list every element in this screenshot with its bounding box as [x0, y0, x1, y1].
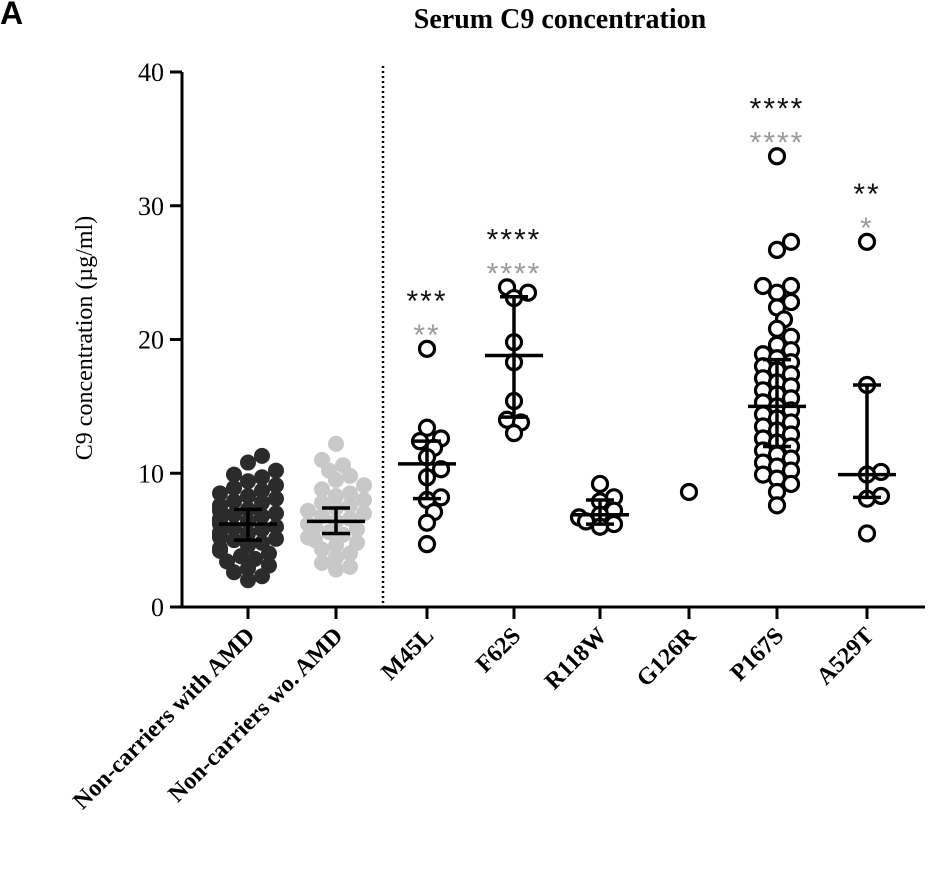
- data-point: [356, 492, 372, 508]
- y-tick-label: 30: [138, 192, 164, 221]
- data-point: [268, 490, 284, 507]
- y-tick-label: 40: [138, 58, 164, 87]
- data-point: [314, 541, 330, 558]
- y-tick-label: 10: [138, 459, 164, 488]
- y-tick-label: 20: [138, 326, 164, 355]
- data-point: [240, 487, 256, 504]
- data-point: [254, 469, 270, 486]
- x-tick-label: F62S: [471, 623, 526, 678]
- data-point: [226, 466, 242, 483]
- significance-stars-black: **: [853, 178, 880, 211]
- x-tick-label: Non-carriers wo. AMD: [163, 623, 348, 808]
- y-tick-label: 0: [151, 593, 164, 622]
- significance-stars-black: ****: [487, 223, 542, 256]
- data-point: [254, 447, 270, 464]
- significance-stars-gray: *: [860, 212, 874, 245]
- data-point: [767, 283, 787, 302]
- data-point: [314, 481, 330, 498]
- data-point: [417, 418, 437, 437]
- data-point: [328, 487, 344, 504]
- data-point: [781, 474, 801, 494]
- data-point: [417, 535, 437, 554]
- data-point: [767, 319, 787, 338]
- data-point: [504, 424, 524, 443]
- data-point: [226, 564, 242, 581]
- data-point: [300, 502, 316, 519]
- data-point: [767, 147, 787, 166]
- data-point: [240, 560, 256, 577]
- data-point: [857, 232, 877, 251]
- data-point: [240, 454, 256, 471]
- data-marks: ************************: [212, 92, 896, 589]
- data-point: [781, 232, 801, 251]
- data-point: [212, 485, 228, 502]
- data-point: [342, 545, 358, 562]
- y-axis-label: C9 concentration (µg/ml): [72, 216, 98, 460]
- data-point: [857, 524, 877, 543]
- data-point: [268, 505, 284, 522]
- data-point: [342, 467, 358, 484]
- data-point: [356, 505, 372, 522]
- significance-stars-gray: ****: [750, 126, 805, 159]
- data-point: [328, 471, 344, 488]
- data-point: [328, 561, 344, 578]
- significance-stars-black: ****: [750, 92, 805, 125]
- data-point: [590, 474, 610, 494]
- data-point: [417, 339, 437, 358]
- x-tick-label: P167S: [726, 623, 790, 687]
- data-point: [233, 548, 249, 565]
- data-point: [254, 508, 270, 525]
- x-tick-label: Non-carriers with AMD: [68, 623, 260, 815]
- data-point: [268, 530, 284, 547]
- data-point: [356, 477, 372, 494]
- x-tick-label: M45L: [377, 623, 440, 686]
- data-point: [767, 496, 787, 515]
- x-tick-label: R118W: [540, 623, 612, 695]
- data-point: [328, 537, 344, 554]
- data-point: [679, 482, 699, 502]
- data-point: [753, 276, 773, 296]
- data-point: [240, 572, 256, 589]
- data-point: [328, 435, 344, 452]
- significance-stars-black: ***: [406, 285, 447, 318]
- data-point: [254, 494, 270, 511]
- significance-stars-gray: ****: [487, 257, 542, 290]
- x-tick-label: A529T: [812, 623, 879, 690]
- data-point: [328, 549, 344, 566]
- data-point: [254, 568, 270, 585]
- data-point: [342, 485, 358, 502]
- data-point: [349, 521, 365, 538]
- data-point: [268, 462, 284, 479]
- data-point: [314, 554, 330, 571]
- x-tick-label: G126R: [632, 622, 702, 692]
- data-point: [226, 493, 242, 510]
- data-point: [871, 462, 891, 482]
- data-point: [767, 240, 787, 259]
- data-point: [417, 513, 437, 532]
- data-point: [254, 482, 270, 499]
- chart-title: Serum C9 concentration: [414, 4, 707, 35]
- data-point: [226, 479, 242, 496]
- data-point: [261, 545, 277, 562]
- significance-stars-gray: **: [413, 319, 440, 352]
- data-point: [342, 558, 358, 575]
- data-point: [268, 477, 284, 494]
- axes: 0 10 20 30 40: [138, 58, 925, 622]
- panel-label: A: [0, 0, 23, 31]
- data-point: [240, 473, 256, 490]
